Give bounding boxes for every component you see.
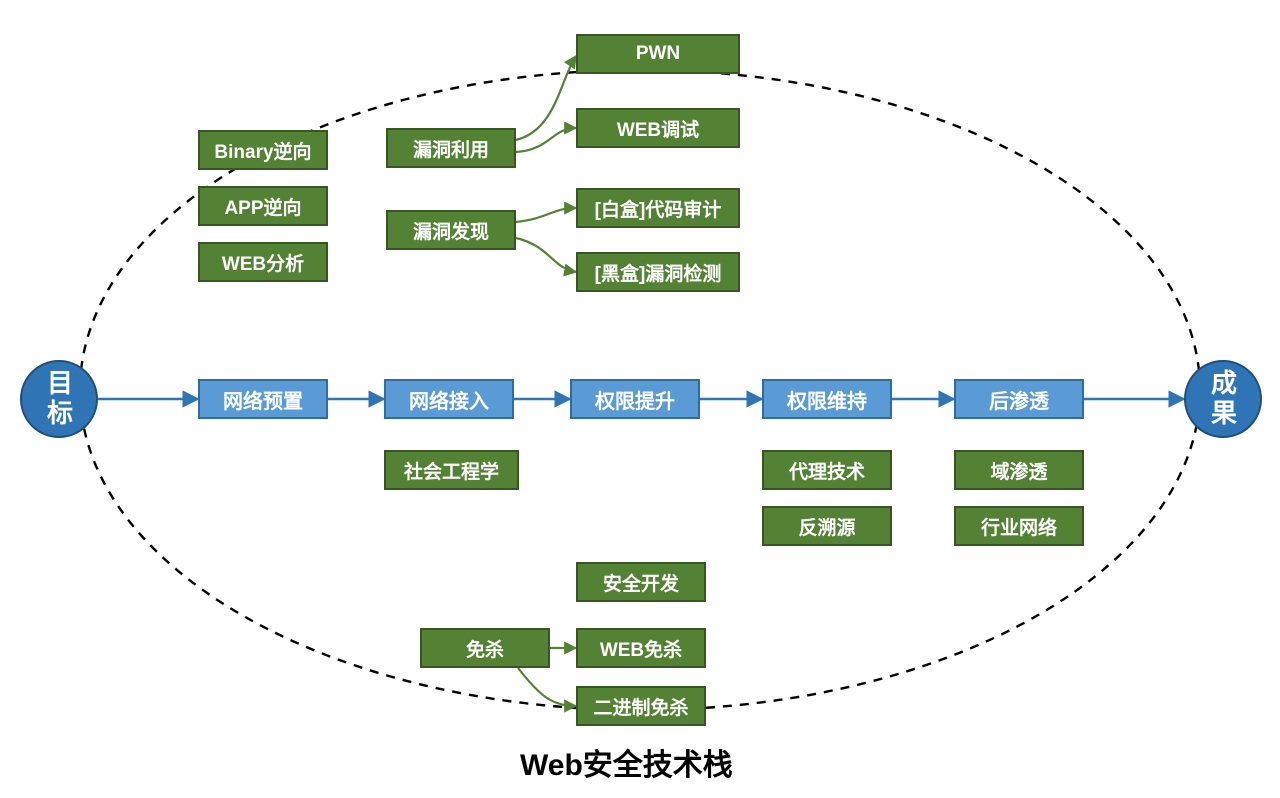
node-g-wdbg: WEB调试	[576, 108, 740, 148]
node-m2: 网络接入	[384, 379, 514, 419]
node-g-find: 漏洞发现	[386, 210, 516, 250]
edge-g-exp-g-wdbg	[516, 128, 576, 152]
node-g-bin: Binary逆向	[198, 130, 328, 170]
node-g-bevd: 二进制免杀	[576, 686, 706, 726]
node-g-dom: 域渗透	[954, 450, 1084, 490]
node-g-ind: 行业网络	[954, 506, 1084, 546]
node-goal: 目标	[20, 360, 98, 438]
node-g-web: WEB分析	[198, 242, 328, 282]
node-g-evd: 免杀	[420, 628, 550, 668]
node-g-anti: 反溯源	[762, 506, 892, 546]
edge-g-find-g-black	[516, 238, 576, 272]
node-g-exp: 漏洞利用	[386, 128, 516, 168]
node-m4: 权限维持	[762, 379, 892, 419]
node-g-sdev: 安全开发	[576, 562, 706, 602]
node-g-wevd: WEB免杀	[576, 628, 706, 668]
edge-g-evd-g-bevd	[518, 668, 576, 706]
node-g-proxy: 代理技术	[762, 450, 892, 490]
node-m5: 后渗透	[954, 379, 1084, 419]
edge-g-find-g-white	[516, 208, 576, 222]
node-g-pwn: PWN	[576, 34, 740, 74]
node-result: 成果	[1184, 360, 1262, 438]
node-g-white: [白盒]代码审计	[576, 188, 740, 228]
diagram-title: Web安全技术栈	[520, 740, 733, 784]
node-g-black: [黑盒]漏洞检测	[576, 252, 740, 292]
node-m3: 权限提升	[570, 379, 700, 419]
node-g-app: APP逆向	[198, 186, 328, 226]
edge-g-exp-g-pwn	[516, 56, 576, 140]
node-g-se: 社会工程学	[384, 450, 519, 490]
node-m1: 网络预置	[198, 379, 328, 419]
diagram-stage: 目标 成果 网络预置 网络接入 权限提升 权限维持 后渗透 Binary逆向 APP逆向 WEB分…	[0, 0, 1280, 798]
